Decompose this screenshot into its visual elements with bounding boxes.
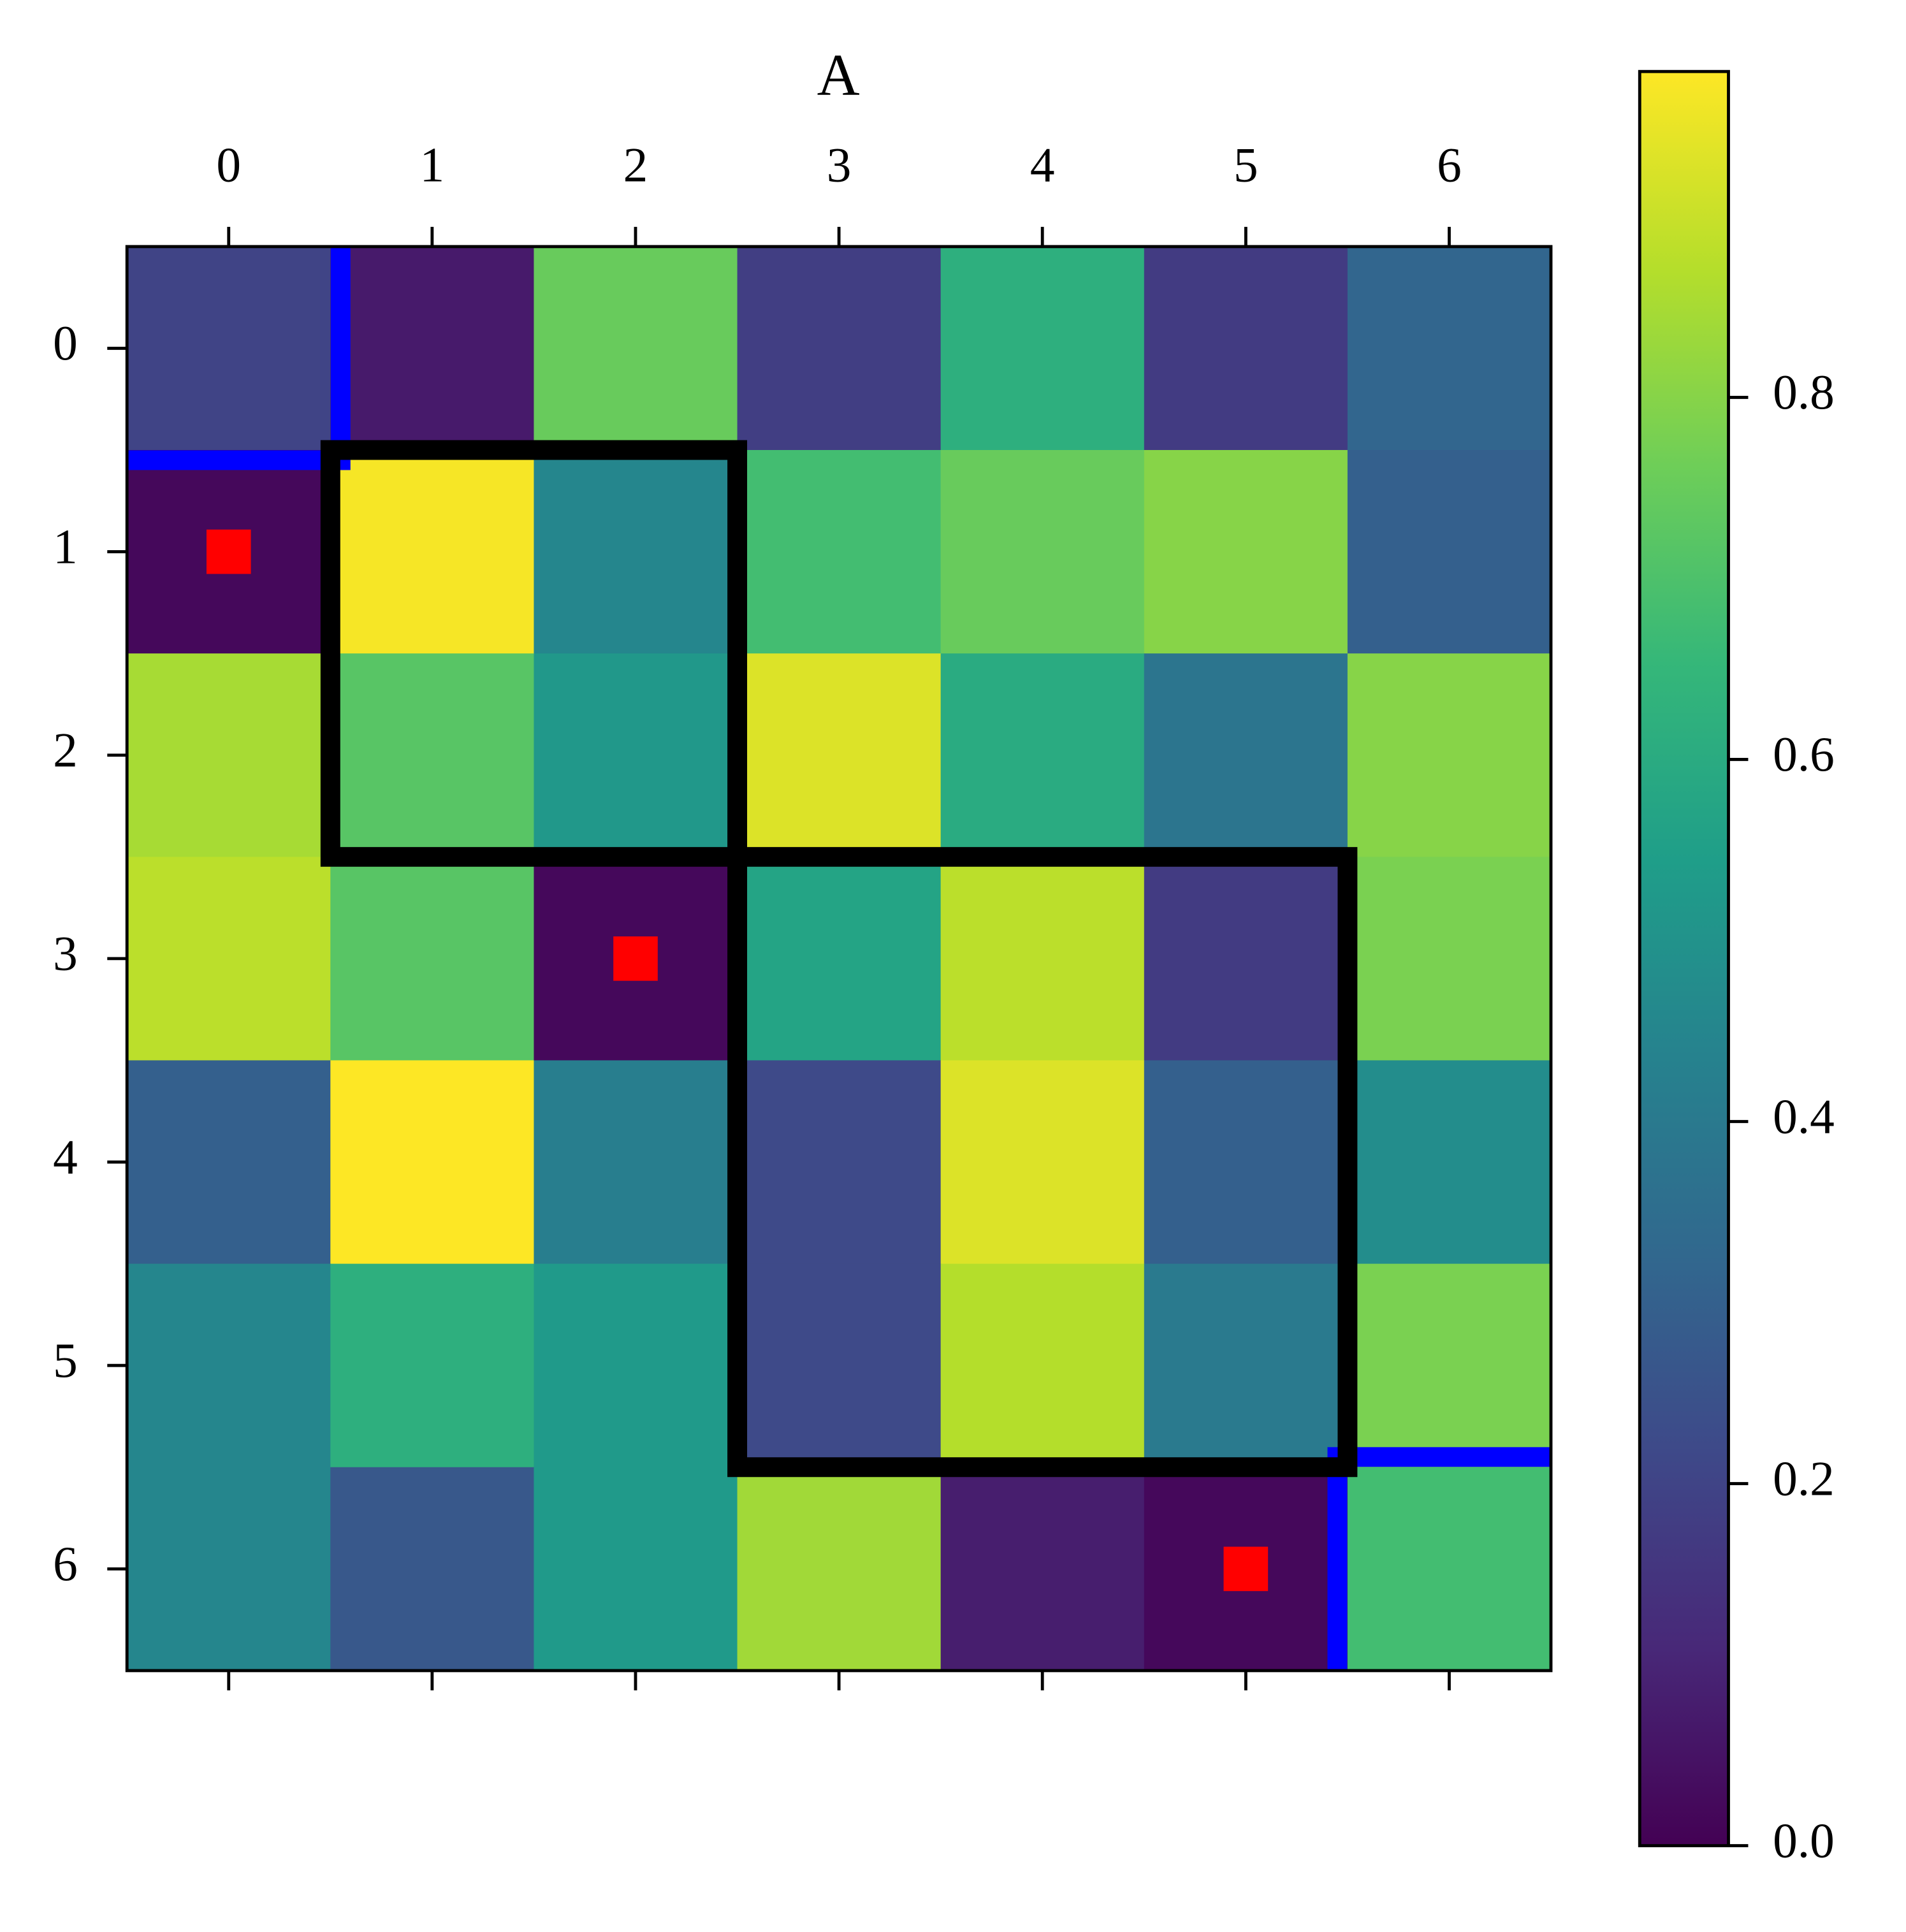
heatmap-cell bbox=[127, 246, 331, 451]
heatmap-cell bbox=[737, 857, 942, 1061]
heatmap-cell bbox=[1144, 653, 1348, 858]
heatmap-cell bbox=[940, 1467, 1145, 1671]
heatmap-cell bbox=[737, 1467, 942, 1671]
heatmap-cell bbox=[534, 1060, 738, 1265]
marker bbox=[1223, 1546, 1269, 1592]
heatmap-cell bbox=[737, 1060, 942, 1265]
overlays bbox=[127, 246, 1552, 1671]
x-tick-label: 1 bbox=[420, 138, 445, 192]
heatmap-cell bbox=[330, 1263, 535, 1468]
heatmap-cell bbox=[330, 450, 535, 655]
heatmap-cell bbox=[534, 246, 738, 451]
colorbar-tick-label: 0.8 bbox=[1773, 365, 1835, 419]
x-tick-label: 3 bbox=[827, 138, 852, 192]
heatmap-cell bbox=[534, 1467, 738, 1671]
colorbar bbox=[1638, 69, 1730, 1848]
heatmap-cell bbox=[940, 450, 1145, 655]
heatmap-cell bbox=[330, 857, 535, 1061]
highlight-box bbox=[1327, 1447, 1552, 1671]
outline-path bbox=[320, 440, 1358, 1478]
heatmap-cell bbox=[1144, 1060, 1348, 1265]
y-tick-label: 1 bbox=[53, 519, 78, 574]
heatmap-cell bbox=[737, 653, 942, 858]
heatmap-cell bbox=[127, 1467, 331, 1671]
highlight-box bbox=[127, 246, 351, 470]
heatmap-cell bbox=[534, 1263, 738, 1468]
y-tick-label: 3 bbox=[53, 926, 78, 981]
x-tick-label: 0 bbox=[216, 138, 241, 192]
x-tick-label: 4 bbox=[1030, 138, 1055, 192]
colorbar-tick-label: 0.6 bbox=[1773, 727, 1835, 781]
heatmap-cell bbox=[127, 1060, 331, 1265]
x-tick-label: 6 bbox=[1437, 138, 1462, 192]
y-tick-label: 5 bbox=[53, 1333, 78, 1388]
marker bbox=[613, 936, 658, 981]
heatmap-cell bbox=[127, 653, 331, 858]
heatmap-cell bbox=[1144, 246, 1348, 451]
y-tick-label: 4 bbox=[53, 1129, 78, 1184]
heatmap-cell bbox=[1347, 857, 1552, 1061]
heatmap-cell bbox=[534, 653, 738, 858]
heatmap-cell bbox=[940, 653, 1145, 858]
heatmap-cell bbox=[940, 1060, 1145, 1265]
heatmap-cell bbox=[1347, 450, 1552, 655]
heatmap-cell bbox=[330, 1467, 535, 1671]
heatmap-cell bbox=[1144, 857, 1348, 1061]
heatmap-cell bbox=[1347, 653, 1552, 858]
colorbar-tick-label: 0.4 bbox=[1773, 1089, 1835, 1144]
marker bbox=[206, 529, 251, 574]
heatmap-cell bbox=[1347, 1263, 1552, 1468]
heatmap-cell bbox=[940, 1263, 1145, 1468]
heatmap-cell bbox=[737, 246, 942, 451]
chart-title: A bbox=[817, 43, 860, 108]
colorbar-tick-label: 0.2 bbox=[1773, 1451, 1835, 1506]
y-tick-label: 2 bbox=[53, 722, 78, 777]
heatmap-cell bbox=[534, 450, 738, 655]
heatmap-cell bbox=[1347, 1467, 1552, 1671]
heatmap-cell bbox=[330, 653, 535, 858]
heatmap-cell bbox=[127, 857, 331, 1061]
heatmap-cell bbox=[1144, 450, 1348, 655]
x-tick-label: 2 bbox=[623, 138, 648, 192]
heatmap-cell bbox=[940, 857, 1145, 1061]
y-tick-label: 0 bbox=[53, 316, 78, 370]
x-tick-label: 5 bbox=[1233, 138, 1258, 192]
heatmap-cell bbox=[737, 450, 942, 655]
heatmap-cell bbox=[940, 246, 1145, 451]
heatmap-cells bbox=[127, 246, 1552, 1671]
heatmap-cell bbox=[1144, 1263, 1348, 1468]
heatmap-cell bbox=[1347, 1060, 1552, 1265]
colorbar-tick-label: 0.0 bbox=[1773, 1813, 1835, 1868]
y-tick-label: 6 bbox=[53, 1536, 78, 1591]
heatmap-cell bbox=[737, 1263, 942, 1468]
heatmap-cell bbox=[1347, 246, 1552, 451]
heatmap-cell bbox=[330, 246, 535, 451]
heatmap-cell bbox=[127, 1263, 331, 1468]
heatmap-cell bbox=[330, 1060, 535, 1265]
